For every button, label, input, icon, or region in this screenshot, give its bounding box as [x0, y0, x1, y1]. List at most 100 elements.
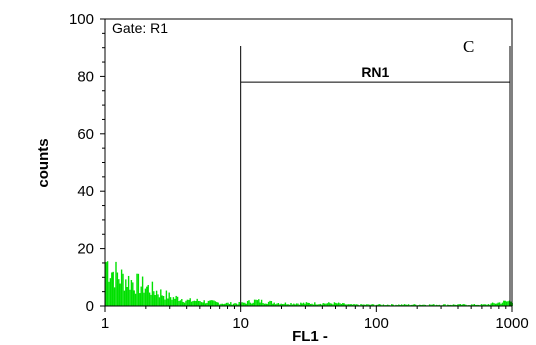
histogram-bar — [151, 281, 154, 306]
histogram-bar — [343, 303, 345, 306]
histogram-bar — [414, 304, 417, 306]
histogram-bar — [214, 301, 217, 306]
histogram-bar — [301, 303, 303, 306]
histogram-bar — [224, 303, 226, 306]
x-tick-label: 1 — [101, 315, 109, 332]
histogram-bar — [185, 300, 187, 306]
histogram-bar — [480, 304, 483, 306]
histogram-bar — [496, 303, 498, 306]
histogram-bar — [424, 304, 427, 306]
histogram-bar — [200, 302, 203, 306]
histogram-bar — [344, 304, 347, 306]
histogram-bar — [333, 302, 336, 306]
y-axis-title: counts — [35, 138, 52, 187]
histogram-bar — [148, 292, 151, 306]
histogram-bar — [111, 272, 113, 306]
histogram-bar — [119, 283, 121, 306]
histogram-bar — [305, 302, 308, 306]
histogram-bar — [253, 299, 256, 306]
histogram-bar — [213, 300, 215, 306]
histogram-bar — [309, 303, 312, 306]
histogram-bar — [217, 302, 219, 306]
histogram-bar — [230, 302, 232, 306]
histogram-bar — [347, 304, 350, 306]
histogram-bar — [286, 304, 288, 306]
histogram-bar — [211, 300, 214, 306]
histogram-bar — [368, 304, 371, 306]
histogram-bar — [490, 303, 492, 306]
histogram-bar — [141, 276, 144, 306]
histogram-bar — [482, 304, 484, 306]
y-tick-label: 40 — [77, 183, 94, 200]
marker-label: RN1 — [361, 64, 389, 80]
histogram-bar — [171, 299, 173, 306]
histogram-bar — [428, 304, 431, 306]
histogram-bar — [242, 302, 245, 306]
histogram-bar — [228, 303, 231, 306]
histogram-bar — [336, 303, 338, 306]
histogram-bar — [279, 304, 281, 306]
histogram-bar — [319, 303, 322, 306]
histogram-bar — [147, 284, 149, 306]
histogram-bar — [113, 287, 116, 306]
histogram-bar — [491, 302, 494, 306]
histogram-bar — [329, 303, 331, 306]
histogram-bar — [134, 293, 137, 306]
histogram-bar — [315, 304, 317, 306]
histogram-bar — [123, 290, 126, 306]
histogram-bar — [197, 300, 200, 306]
histogram-bar — [431, 304, 434, 306]
histogram-bar — [273, 302, 275, 306]
histogram-bar — [325, 303, 327, 306]
histogram-bar — [304, 303, 306, 306]
histogram-bar — [193, 300, 196, 306]
histogram-bar — [179, 300, 182, 306]
histogram-bar — [406, 304, 408, 306]
histogram-bar — [297, 303, 299, 306]
histogram-bar — [259, 302, 261, 306]
histogram-bar — [288, 304, 291, 306]
histogram-bar — [328, 302, 330, 306]
histogram-bar — [410, 304, 413, 306]
histogram-bar — [154, 295, 156, 306]
histogram-bar — [391, 304, 393, 306]
histogram-bar — [174, 298, 176, 306]
histogram-bar — [106, 261, 109, 306]
histogram-bar — [157, 294, 159, 306]
histogram-bar — [484, 304, 487, 306]
histogram-bar — [354, 304, 357, 306]
histogram-bar — [280, 303, 282, 306]
histogram-bar — [472, 304, 474, 306]
histogram-bar — [447, 304, 449, 306]
histogram-bar — [398, 304, 400, 306]
histogram-bar — [470, 304, 473, 306]
histogram-bar — [165, 290, 168, 306]
histogram-bar — [433, 304, 435, 306]
histogram-bar — [251, 303, 253, 306]
histogram-bar — [462, 304, 464, 306]
histogram-bar — [158, 297, 161, 306]
histogram-bar — [263, 303, 266, 306]
histogram-bar — [112, 271, 114, 306]
histogram-bar — [507, 301, 509, 306]
histogram-bar — [364, 304, 366, 306]
histogram-bar — [356, 304, 358, 306]
histogram-bar — [487, 304, 490, 306]
histogram-bar — [221, 303, 224, 306]
histogram-bar — [456, 304, 459, 306]
histogram-bar — [129, 289, 131, 306]
histogram-bar — [293, 303, 295, 306]
histogram-bar — [454, 304, 456, 306]
histogram-bar — [463, 304, 466, 306]
histogram-bar — [132, 282, 134, 306]
histogram-bar — [284, 302, 287, 306]
histogram-bar — [360, 304, 362, 306]
histogram-bar — [308, 302, 310, 306]
histogram-bar — [164, 299, 166, 306]
histogram-bar — [150, 294, 152, 306]
histogram-bar — [265, 303, 267, 306]
histogram-bars — [105, 261, 513, 306]
histogram-bar — [206, 302, 208, 306]
histogram-bar — [178, 301, 180, 306]
histogram-bar — [169, 297, 172, 306]
